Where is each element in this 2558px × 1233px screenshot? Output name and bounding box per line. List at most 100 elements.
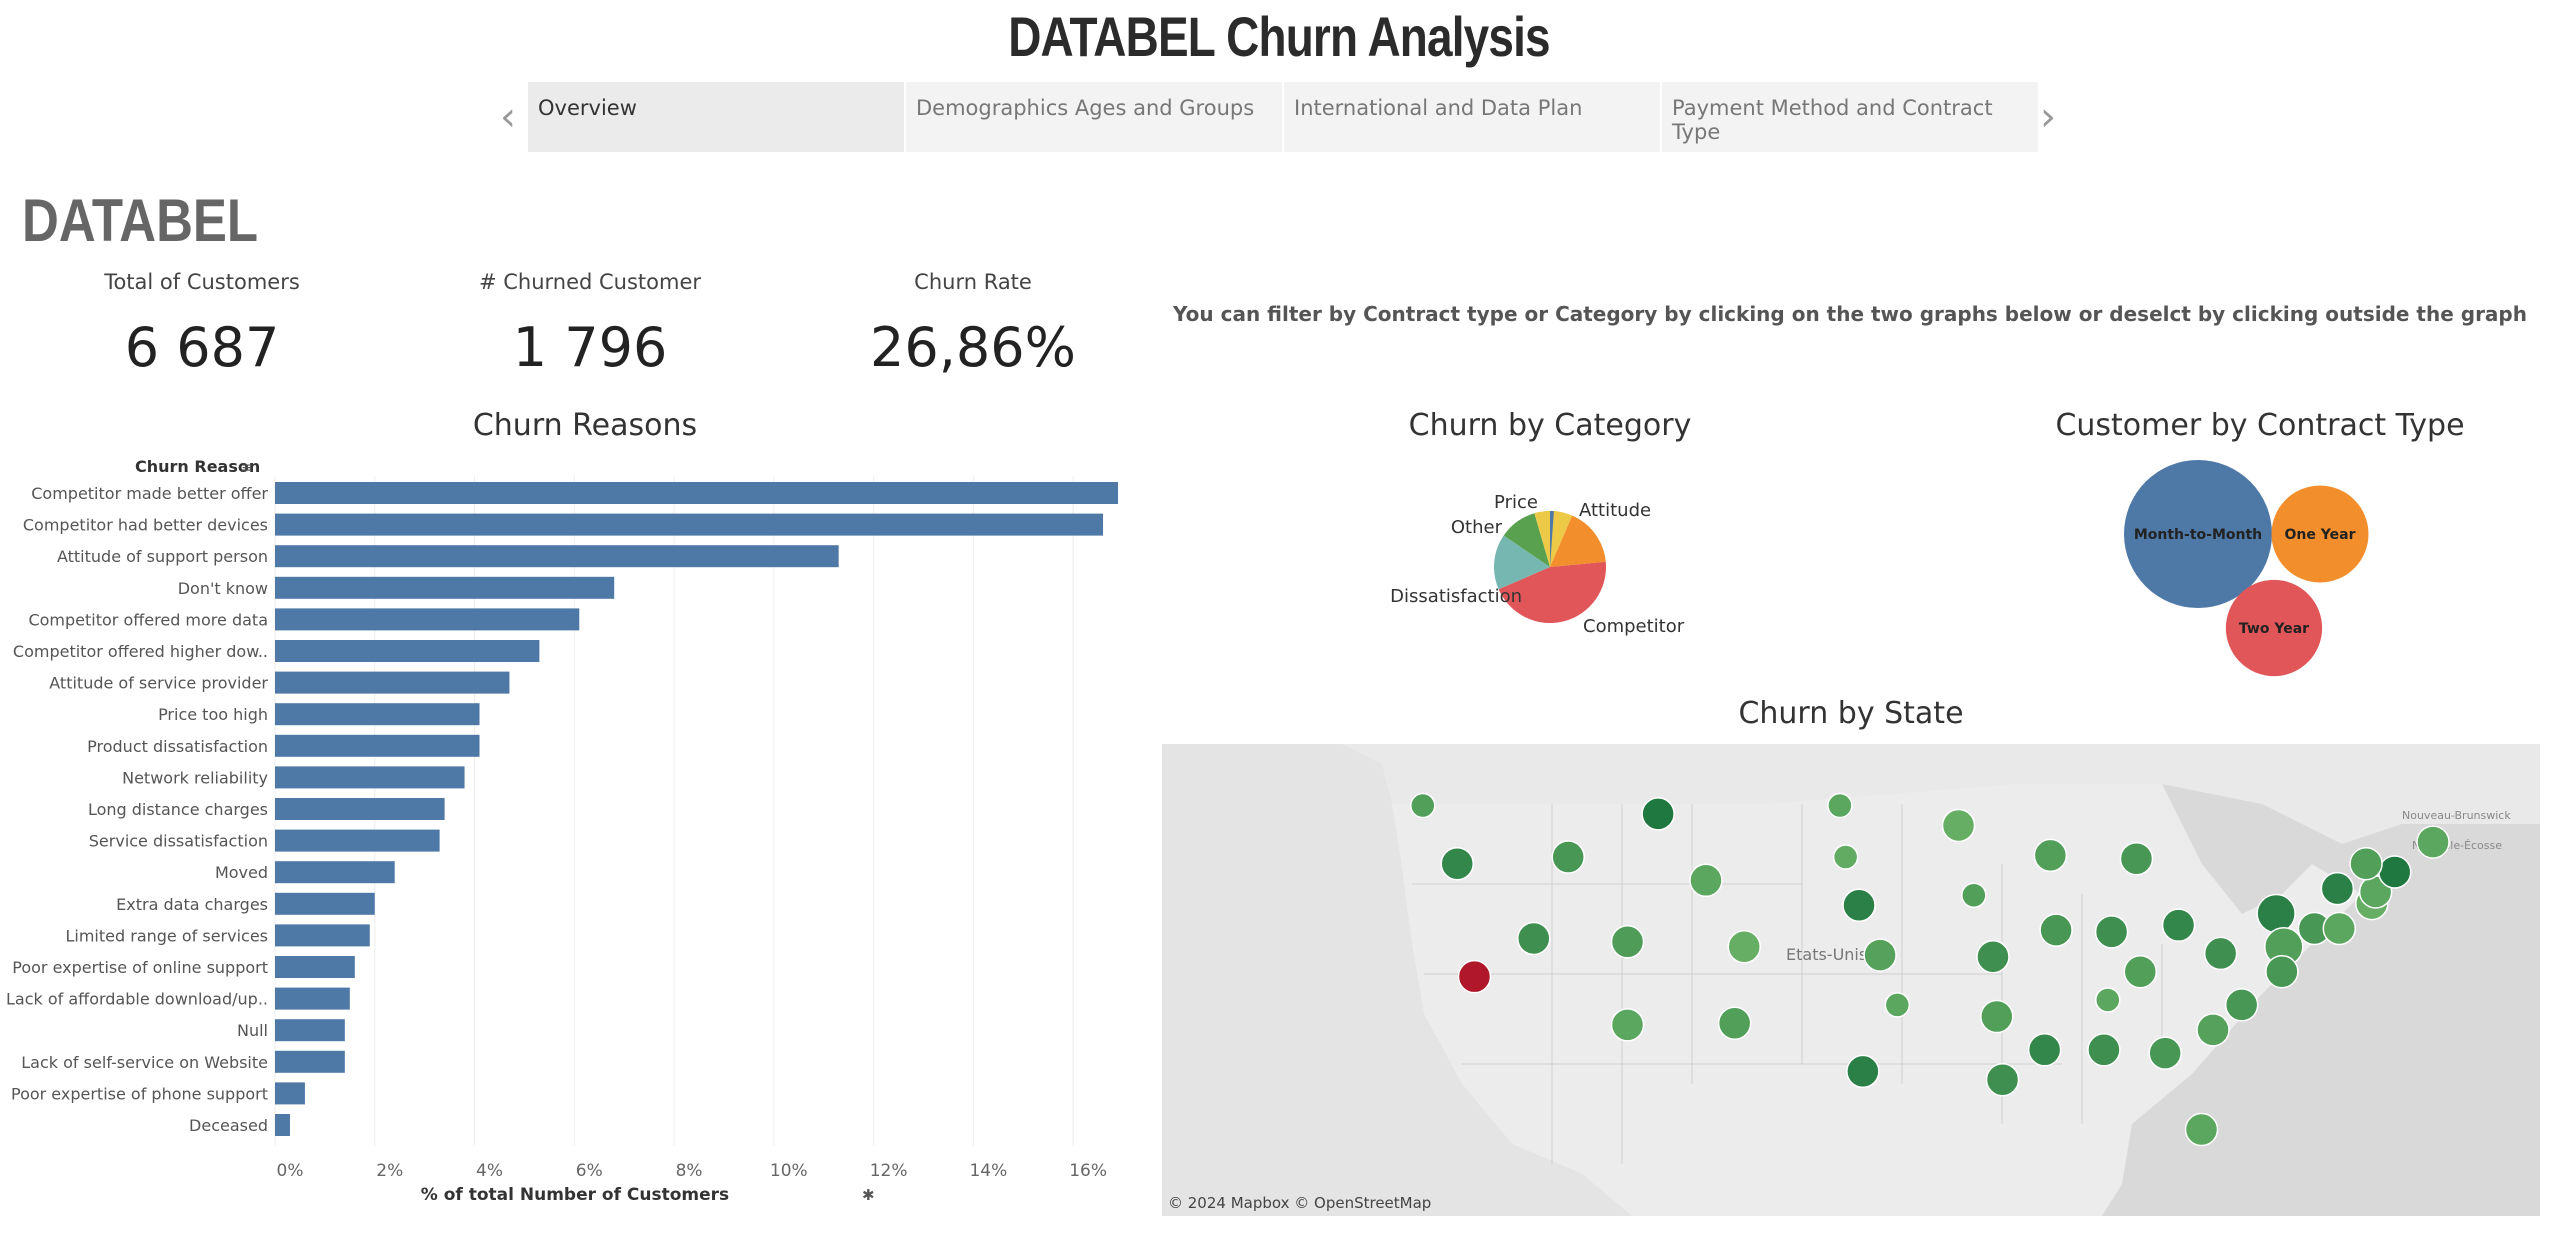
- bar[interactable]: [275, 482, 1119, 504]
- bar[interactable]: [275, 798, 445, 820]
- state-point[interactable]: [2027, 1033, 2062, 1067]
- state-point[interactable]: [2184, 1112, 2219, 1147]
- state-point[interactable]: [1610, 925, 1645, 959]
- contract-bubble[interactable]: [2271, 485, 2369, 583]
- bar[interactable]: [275, 1082, 305, 1105]
- bar-category-label: Competitor offered more data: [28, 610, 268, 629]
- tab-overview[interactable]: Overview: [528, 82, 904, 152]
- state-point[interactable]: [2095, 987, 2121, 1013]
- pie-slice[interactable]: [1494, 535, 1550, 590]
- pin-icon[interactable]: ✱: [862, 1186, 875, 1204]
- x-tick-label: 0%: [277, 1161, 304, 1181]
- state-point[interactable]: [1980, 999, 2014, 1034]
- pie-slice[interactable]: [1550, 515, 1606, 567]
- state-point[interactable]: [2123, 954, 2158, 989]
- state-point[interactable]: [1827, 792, 1853, 819]
- state-point[interactable]: [1641, 797, 1675, 831]
- pie-label: Dissatisfaction: [1390, 586, 1522, 607]
- bar[interactable]: [275, 956, 355, 978]
- bar[interactable]: [275, 671, 510, 694]
- x-tick-label: 8%: [676, 1161, 703, 1181]
- x-tick-label: 2%: [376, 1161, 403, 1181]
- state-point[interactable]: [1551, 840, 1585, 874]
- bar[interactable]: [275, 734, 480, 757]
- state-point[interactable]: [2033, 838, 2068, 873]
- tabs-prev-arrow-icon[interactable]: ‹: [500, 94, 516, 140]
- state-point[interactable]: [2196, 1013, 2230, 1047]
- state-point[interactable]: [2087, 1033, 2121, 1067]
- state-point[interactable]: [1846, 1054, 1880, 1089]
- pie-slice[interactable]: [1498, 561, 1606, 623]
- bar[interactable]: [275, 640, 540, 662]
- bar-category-label: Attitude of service provider: [49, 674, 268, 693]
- tab-international-data-plan[interactable]: International and Data Plan: [1284, 82, 1660, 152]
- bar[interactable]: [275, 513, 1104, 536]
- churn-reasons-bar-chart[interactable]: Competitor made better offer Competitor h…: [0, 448, 1150, 1230]
- state-point[interactable]: [1457, 959, 1492, 994]
- state-point[interactable]: [1689, 863, 1723, 898]
- contract-type-bubble-chart[interactable]: Month-to-Month One Year Two Year: [2100, 450, 2420, 690]
- state-point[interactable]: [1863, 938, 1897, 972]
- state-point[interactable]: [1941, 808, 1976, 843]
- bar-category-label: Deceased: [189, 1116, 268, 1135]
- state-point[interactable]: [1727, 930, 1761, 964]
- x-tick-label: 12%: [870, 1161, 908, 1181]
- pie-slice[interactable]: [1550, 511, 1554, 567]
- state-point[interactable]: [1610, 1008, 1645, 1042]
- bar[interactable]: [275, 829, 440, 852]
- tabs-next-arrow-icon[interactable]: ›: [2040, 94, 2056, 140]
- state-point[interactable]: [1410, 792, 1436, 819]
- state-point[interactable]: [1517, 921, 1551, 956]
- state-point[interactable]: [2256, 893, 2296, 934]
- bar[interactable]: [275, 924, 370, 947]
- bar[interactable]: [275, 608, 580, 631]
- bar[interactable]: [275, 766, 465, 789]
- state-point[interactable]: [2119, 841, 2154, 876]
- state-point[interactable]: [1985, 1062, 2020, 1097]
- contract-bubble[interactable]: [2124, 460, 2272, 608]
- map-place-label-nouveau-brunswick: Nouveau-Brunswick: [2402, 809, 2511, 822]
- bar[interactable]: [275, 545, 839, 568]
- bar[interactable]: [275, 1019, 345, 1042]
- state-point[interactable]: [1976, 939, 2010, 974]
- state-point[interactable]: [1717, 1006, 1752, 1040]
- tab-demographics[interactable]: Demographics Ages and Groups: [906, 82, 1282, 152]
- churn-reasons-title: Churn Reasons: [472, 408, 698, 443]
- churn-reason-header[interactable]: Churn Reason: [135, 457, 260, 476]
- state-point[interactable]: [2265, 954, 2299, 989]
- pie-slice[interactable]: [1503, 513, 1550, 567]
- bar-category-label: Limited range of services: [65, 926, 268, 945]
- state-point[interactable]: [2148, 1036, 2182, 1070]
- bar-category-label: Competitor offered higher dow..: [13, 642, 268, 661]
- tab-payment-contract[interactable]: Payment Method and Contract Type: [1662, 82, 2038, 152]
- bar[interactable]: [275, 703, 480, 726]
- state-point[interactable]: [2349, 846, 2383, 881]
- state-point[interactable]: [2224, 988, 2259, 1022]
- bar[interactable]: [275, 987, 350, 1010]
- bar[interactable]: [275, 892, 375, 915]
- bar[interactable]: [275, 1050, 345, 1073]
- state-borders: [1412, 804, 2163, 1164]
- state-point[interactable]: [1842, 888, 1876, 922]
- churn-category-pie-chart[interactable]: Competitor Dissatisfaction Other Price Attit…: [1300, 460, 1800, 670]
- bar[interactable]: [275, 861, 395, 884]
- state-point[interactable]: [2094, 915, 2129, 949]
- sort-icon[interactable]: ≡: [241, 460, 253, 476]
- state-point[interactable]: [2161, 908, 2196, 942]
- state-point[interactable]: [1832, 844, 1859, 870]
- state-point[interactable]: [1884, 992, 1911, 1018]
- kpi-churn-rate-value: 26,86%: [870, 316, 1076, 379]
- state-point[interactable]: [2416, 825, 2450, 859]
- state-point[interactable]: [1440, 846, 1474, 881]
- state-point[interactable]: [2322, 911, 2357, 946]
- bar[interactable]: [275, 1114, 290, 1136]
- state-point[interactable]: [2039, 913, 2073, 947]
- state-point[interactable]: [1961, 882, 1987, 909]
- state-point[interactable]: [2203, 936, 2238, 971]
- contract-bubble[interactable]: [2225, 579, 2323, 677]
- bar[interactable]: [275, 576, 615, 599]
- state-point[interactable]: [2320, 871, 2355, 906]
- state-point[interactable]: [2378, 855, 2412, 889]
- churn-by-state-map[interactable]: Etats-Unis Nouveau-Brunswick Nouvelle-Éc…: [1162, 744, 2540, 1216]
- pie-slice[interactable]: [1534, 511, 1573, 567]
